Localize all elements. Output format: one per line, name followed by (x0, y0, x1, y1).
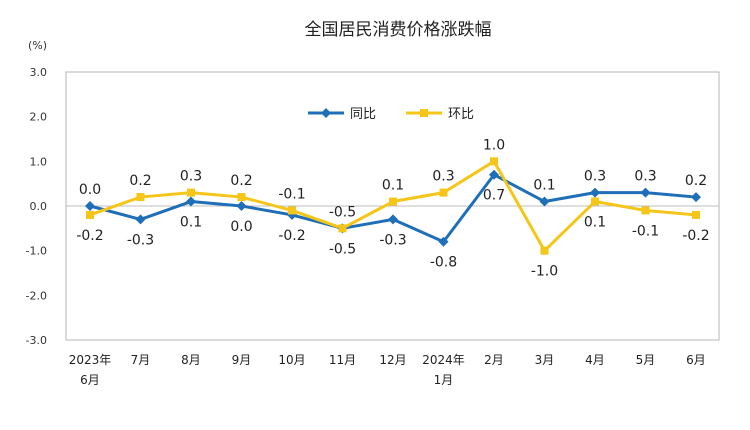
data-label-mom: -0.1 (632, 223, 659, 239)
x-tick-label: 2023年 6月 (69, 353, 112, 387)
y-tick-label: -2.0 (26, 289, 47, 302)
data-labels: 0.0 -0.2 -0.3 0.2 0.1 0.3 0.0 0.2 -0.2 -0.1 -0.5 -0… (76, 137, 709, 279)
data-point-mom (591, 197, 599, 206)
data-point-mom (540, 246, 549, 255)
data-label-mom: 1.0 (483, 137, 505, 153)
data-label-yoy: -0.3 (379, 232, 406, 248)
legend-marker-yoy (321, 108, 331, 118)
x-tick-label: 9月 (232, 353, 252, 367)
legend-label: 同比 (350, 107, 376, 122)
x-tick-label: 12月 (379, 353, 406, 367)
x-tick-label: 5月 (636, 353, 656, 367)
data-label-mom: 0.1 (584, 215, 606, 231)
data-label-yoy: 0.3 (634, 169, 656, 185)
data-label-yoy: -0.8 (430, 255, 457, 271)
x-tick-label: 3月 (535, 353, 555, 367)
data-label-yoy: 0.2 (685, 173, 707, 189)
data-point-mom (237, 193, 246, 202)
data-label-mom: -0.2 (682, 228, 709, 244)
x-tick-label: 6月 (686, 353, 706, 367)
data-label-mom: 0.2 (129, 173, 151, 189)
data-point-yoy (236, 201, 247, 211)
data-point-yoy (388, 214, 398, 225)
y-tick-label: -1.0 (26, 245, 47, 258)
data-point-mom (641, 206, 650, 215)
data-point-mom (288, 206, 296, 215)
x-axis-ticks: 2023年 6月 7月 8月 9月 10月 11月 12月 2024年 1月 2月 3月 4月 5月 6月 (69, 353, 706, 387)
data-label-yoy: 0.3 (584, 169, 606, 185)
data-label-yoy: -0.5 (329, 204, 356, 220)
data-point-mom (86, 210, 94, 219)
data-label-yoy: -0.2 (278, 228, 305, 244)
data-point-mom (187, 188, 195, 197)
data-label-mom: -1.0 (531, 264, 558, 280)
data-point-yoy (691, 192, 701, 203)
data-label-yoy: -0.3 (127, 232, 154, 248)
x-tick-label: 2月 (484, 353, 504, 367)
data-point-yoy (539, 196, 550, 207)
data-point-yoy (85, 201, 95, 211)
x-tick-label: 2024年 1月 (422, 353, 465, 387)
data-label-mom: -0.2 (76, 228, 103, 244)
y-axis-ticks: 3.0 2.0 1.0 0.0 -1.0 -2.0 -3.0 (26, 66, 47, 347)
data-label-mom: 0.3 (180, 169, 202, 185)
data-point-mom (338, 224, 347, 233)
data-point-yoy (438, 236, 449, 247)
data-point-mom (439, 188, 448, 197)
data-label-yoy: 0.1 (533, 178, 555, 194)
chart-title: 全国居民消费价格涨跌幅 (305, 20, 492, 40)
y-axis-unit: (%) (28, 39, 47, 52)
x-tick-label: 8月 (181, 353, 201, 367)
legend-marker-mom (420, 109, 428, 117)
data-point-mom (490, 157, 498, 166)
data-label-mom: -0.1 (278, 186, 305, 202)
x-tick-label: 11月 (329, 353, 356, 367)
data-point-yoy (489, 169, 499, 180)
data-label-mom: 0.2 (230, 173, 252, 189)
data-label-yoy: 0.7 (483, 188, 505, 204)
data-point-mom (389, 197, 397, 206)
data-point-yoy (640, 187, 651, 198)
data-point-mom (692, 210, 700, 219)
y-tick-label: 2.0 (30, 111, 48, 124)
y-tick-label: 1.0 (30, 155, 48, 168)
y-tick-label: 3.0 (30, 66, 48, 79)
x-tick-label: 10月 (278, 353, 305, 367)
data-label-mom: -0.5 (329, 241, 356, 257)
data-label-yoy: 0.0 (230, 219, 252, 235)
data-point-mom (136, 193, 145, 202)
data-point-yoy (135, 214, 146, 225)
y-tick-label: -3.0 (26, 334, 47, 347)
data-point-yoy (590, 187, 600, 198)
y-tick-label: 0.0 (30, 200, 48, 213)
x-tick-label: 7月 (131, 353, 151, 367)
data-label-yoy: 0.1 (180, 215, 202, 231)
series-markers (85, 157, 701, 255)
legend-label: 环比 (448, 107, 474, 122)
legend: 同比 环比 (308, 107, 474, 122)
x-tick-label: 4月 (585, 353, 605, 367)
data-point-yoy (186, 196, 196, 207)
data-label-yoy: 0.0 (79, 182, 101, 198)
data-label-mom: 0.1 (382, 178, 404, 194)
data-label-mom: 0.3 (432, 169, 454, 185)
